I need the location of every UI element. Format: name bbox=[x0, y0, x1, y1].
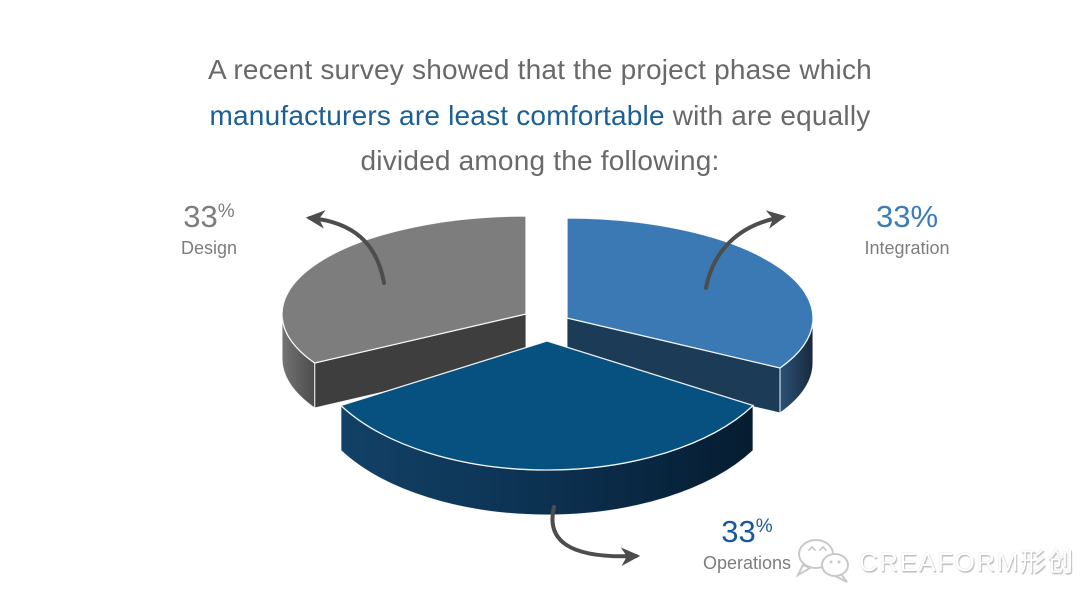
pie-slice-integration bbox=[566, 217, 814, 414]
callout-arrow-design bbox=[305, 210, 386, 285]
title-line-2: manufacturers are least comfortable with… bbox=[209, 99, 871, 131]
title-line-1: A recent survey showed that the project … bbox=[208, 54, 872, 85]
wechat-icon bbox=[795, 539, 849, 583]
callout-value-operations: 33% bbox=[721, 514, 773, 549]
callout-label-operations: Operations bbox=[702, 553, 792, 573]
pie-slice-design bbox=[281, 215, 527, 409]
watermark: CREAFORM形创 bbox=[789, 532, 1075, 588]
title-highlight: manufacturers are least comfortable bbox=[209, 99, 665, 131]
callout-arrow-operations bbox=[550, 505, 641, 566]
watermark-text: CREAFORM形创 bbox=[859, 546, 1075, 577]
callout-design: 33% Design bbox=[134, 196, 284, 259]
callout-operations: 33% Operations bbox=[672, 511, 822, 574]
slide-title: A recent survey showed that the project … bbox=[0, 47, 1080, 184]
callout-integration: 33% Integration bbox=[832, 201, 982, 259]
callout-arrow-integration bbox=[704, 210, 787, 290]
callout-value-integration: 33% bbox=[875, 199, 939, 234]
pie-slice-operations bbox=[340, 340, 754, 516]
callout-value-design: 33% bbox=[183, 199, 235, 234]
title-line-3: divided among the following: bbox=[360, 145, 720, 176]
callout-label-integration: Integration bbox=[864, 238, 950, 258]
callout-label-design: Design bbox=[180, 238, 238, 258]
